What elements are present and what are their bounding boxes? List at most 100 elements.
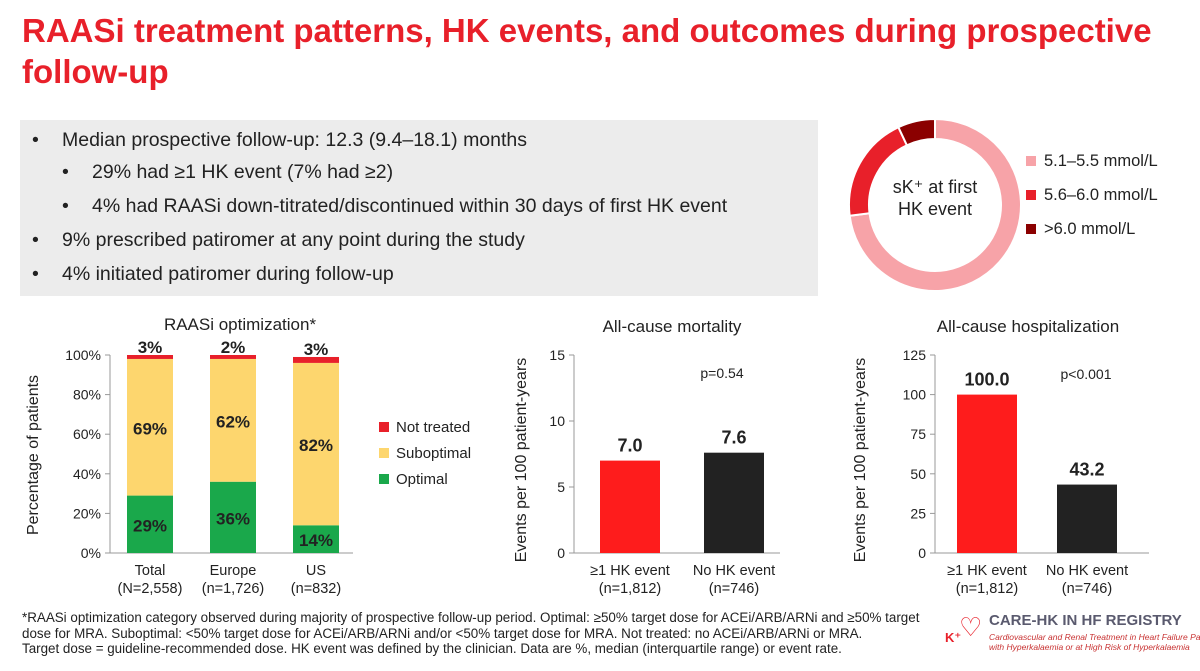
y-tick-label: 5 [557, 479, 565, 495]
stack-x-tick-label: (n=1,726) [202, 581, 264, 597]
logo-name: CARE-HK IN HF REGISTRY [989, 612, 1182, 629]
logo-k-plus: K⁺ [945, 630, 962, 645]
stack-data-label: 69% [133, 419, 167, 438]
donut-legend: 5.1–5.5 mmol/L 5.6–6.0 mmol/L >6.0 mmol/L [1026, 152, 1158, 238]
donut-slice [848, 117, 1022, 292]
mortality-plot: 0 5 10 15 7.0 ≥1 HK event (n=1,812) 7.6 No HK ev… [549, 347, 780, 597]
stack-x-tick-label: (N=2,558) [118, 581, 183, 597]
bar-value-label: 7.6 [721, 428, 746, 448]
donut-legend-swatch [1026, 224, 1036, 234]
stack-y-tick-label: 60% [73, 426, 101, 442]
bullet-marker: • [62, 161, 69, 183]
y-tick-label: 10 [549, 413, 565, 429]
donut-legend-label: >6.0 mmol/L [1044, 220, 1135, 238]
donut-center-label-line2: HK event [898, 199, 972, 219]
stack-bars: 29% 69% 3% Total (N=2,558) 36% 62% 2% Europe (n=1… [118, 338, 342, 597]
bar [957, 394, 1017, 553]
x-tick-label: (n=746) [709, 581, 759, 597]
stack-legend: Not treated Suboptimal Optimal [379, 419, 471, 488]
stack-data-label: 2% [221, 338, 246, 357]
y-tick-label: 0 [918, 545, 926, 561]
stack-legend-label: Not treated [396, 419, 470, 436]
stack-bar-segment [127, 355, 173, 359]
y-tick-label: 50 [910, 466, 926, 482]
stack-bar-segment [127, 358, 173, 496]
donut-center-label-line1: sK⁺ at first [893, 177, 978, 197]
bullet-text: 9% prescribed patiromer at any point dur… [62, 229, 525, 251]
logo-subtitle: Cardiovascular and Renal Treatment in He… [989, 632, 1200, 652]
x-tick-label: ≥1 HK event [590, 563, 670, 579]
stack-data-label: 14% [299, 531, 333, 550]
bar [704, 452, 764, 553]
stack-x-tick-label: Europe [210, 563, 257, 579]
stack-chart-title: RAASi optimization* [164, 315, 317, 334]
x-tick-label: No HK event [693, 563, 775, 579]
stack-y-tick-label: 40% [73, 466, 101, 482]
bullet-text: 29% had ≥1 HK event (7% had ≥2) [92, 161, 394, 183]
bullet-marker: • [32, 129, 39, 151]
stack-y-tick-label: 80% [73, 387, 101, 403]
logo-subtitle-line: Cardiovascular and Renal Treatment in He… [989, 632, 1200, 642]
donut-legend-swatch [1026, 156, 1036, 166]
stack-bar-segment [210, 481, 256, 553]
stack-x-tick-label: US [306, 563, 326, 579]
footnote-line: *RAASi optimization category observed du… [22, 610, 920, 625]
stack-bar-segment [293, 362, 339, 526]
stack-bar-segment [293, 356, 339, 363]
y-tick-label: 0 [557, 545, 565, 561]
x-tick-label: No HK event [1046, 563, 1128, 579]
stack-y-tick-label: 100% [65, 347, 101, 363]
stack-x-tick-label: Total [135, 563, 166, 579]
stack-bar-segment [127, 495, 173, 553]
stack-legend-swatch [379, 448, 389, 458]
bar [1057, 484, 1117, 553]
heart-icon: ♡ [959, 612, 983, 642]
donut-slices [848, 117, 1022, 292]
stack-legend-label: Optimal [396, 471, 448, 488]
bullet-marker: • [62, 195, 69, 217]
y-tick-label: 75 [910, 426, 926, 442]
x-tick-label: (n=1,812) [599, 581, 661, 597]
hospitalization-plot: 0 25 50 75 100 125 100.0 ≥1 HK event (n=1,812) 43… [903, 347, 1149, 597]
stack-data-label: 3% [138, 338, 163, 357]
footnote-line: Target dose = guideline-recommended dose… [22, 641, 842, 657]
bar [600, 460, 660, 553]
stack-legend-swatch [379, 422, 389, 432]
stack-y-tick-label: 0% [81, 545, 101, 561]
x-tick-label: (n=1,812) [956, 581, 1018, 597]
stack-data-label: 3% [304, 340, 329, 359]
x-tick-label: ≥1 HK event [947, 563, 1027, 579]
logo-subtitle-line: with Hyperkalaemia or at High Risk of Hy… [989, 642, 1190, 652]
stack-x-tick-label: (n=832) [291, 581, 341, 597]
stack-y-axis-label: Percentage of patients [25, 375, 42, 535]
page-title: RAASi treatment patterns, HK events, and… [22, 12, 1152, 90]
y-tick-label: 100 [903, 387, 927, 403]
bar-value-label: 43.2 [1069, 460, 1104, 480]
mortality-chart-title: All-cause mortality [603, 317, 742, 336]
stack-bar-segment [293, 525, 339, 553]
bullet-text: 4% had RAASi down-titrated/discontinued … [92, 195, 728, 217]
bar-value-label: 7.0 [617, 436, 642, 456]
stack-data-label: 36% [216, 509, 250, 528]
bullet-marker: • [32, 263, 39, 285]
bullet-marker: • [32, 229, 39, 251]
mortality-chart: All-cause mortality Events per 100 patie… [513, 317, 780, 597]
stack-legend-swatch [379, 474, 389, 484]
bar-value-label: 100.0 [964, 370, 1009, 390]
stack-data-label: 82% [299, 436, 333, 455]
mortality-y-axis-label: Events per 100 patient-years [513, 358, 530, 563]
footnote: *RAASi optimization category observed du… [22, 610, 922, 657]
mortality-p-value: p=0.54 [700, 365, 743, 381]
stack-y-tick-label: 20% [73, 505, 101, 521]
raasi-optimization-chart: RAASi optimization* Percentage of patien… [25, 315, 471, 597]
stack-bar-segment [210, 355, 256, 359]
summary-box: • Median prospective follow-up: 12.3 (9.… [20, 120, 818, 296]
stack-bar-segment [210, 358, 256, 482]
donut-slice [897, 117, 936, 147]
hospitalization-chart: All-cause hospitalization Events per 100… [852, 317, 1149, 597]
donut-legend-label: 5.1–5.5 mmol/L [1044, 152, 1158, 170]
hospitalization-p-value: p<0.001 [1061, 366, 1112, 382]
stack-data-label: 62% [216, 412, 250, 431]
hospitalization-chart-title: All-cause hospitalization [937, 317, 1119, 336]
footnote-line: dose for MRA. Suboptimal: <50% target do… [22, 625, 863, 641]
